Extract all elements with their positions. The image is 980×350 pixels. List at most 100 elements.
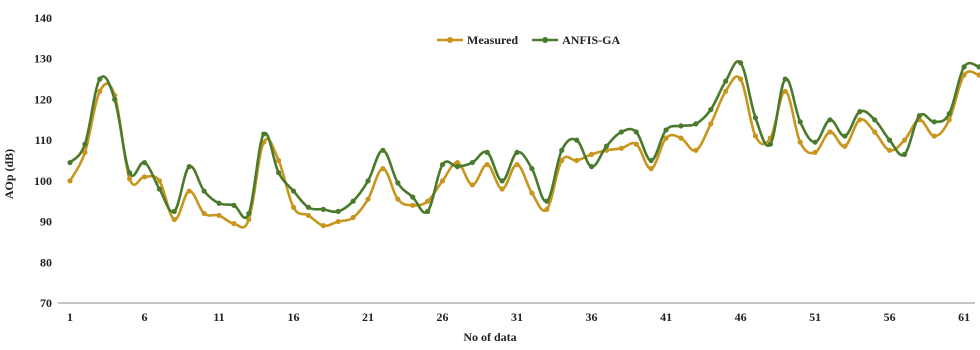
data-point <box>737 76 744 82</box>
data-point <box>872 129 878 135</box>
data-point <box>588 164 595 170</box>
data-point <box>380 166 386 172</box>
data-point <box>186 188 192 194</box>
data-point <box>82 141 88 147</box>
data-point <box>648 166 654 172</box>
x-tick-label: 16 <box>288 310 300 324</box>
data-point <box>752 133 759 139</box>
data-point <box>141 174 148 180</box>
data-point <box>976 64 980 70</box>
legend-item: ANFIS-GA <box>532 33 620 47</box>
data-point <box>305 204 312 210</box>
data-point <box>633 129 639 135</box>
data-point <box>633 141 639 147</box>
data-point <box>782 76 788 82</box>
data-point <box>603 143 610 149</box>
x-tick-label: 51 <box>809 310 821 324</box>
data-point <box>782 88 788 94</box>
data-point <box>797 119 803 125</box>
data-point <box>410 202 416 208</box>
data-point <box>544 206 550 212</box>
data-point <box>663 127 669 133</box>
data-point <box>425 208 431 214</box>
data-point <box>663 135 669 141</box>
data-point <box>216 212 222 219</box>
data-point <box>499 178 505 184</box>
y-tick-label: 140 <box>34 11 52 25</box>
data-point <box>901 151 908 157</box>
x-tick-label: 41 <box>660 310 672 324</box>
data-point <box>410 194 416 200</box>
data-point <box>201 188 207 194</box>
data-point <box>335 208 341 214</box>
data-point <box>454 164 461 170</box>
data-point <box>499 186 505 192</box>
data-point <box>305 212 312 219</box>
data-point <box>127 176 133 182</box>
x-tick-label: 31 <box>511 310 523 324</box>
data-point <box>290 188 297 194</box>
data-point <box>97 76 103 82</box>
data-point <box>767 141 773 147</box>
legend: Measured ANFIS-GA <box>437 33 620 47</box>
data-point <box>529 190 535 196</box>
data-point <box>171 208 177 214</box>
y-tick-label: 110 <box>35 133 52 147</box>
data-point <box>544 198 550 204</box>
data-point <box>842 143 848 149</box>
data-point <box>693 121 699 127</box>
data-point <box>842 133 848 139</box>
data-point <box>469 182 475 188</box>
data-point <box>261 131 267 137</box>
data-point <box>97 88 103 94</box>
data-point <box>529 166 535 172</box>
y-axis-title: AOp (dB) <box>2 149 16 199</box>
data-point <box>335 218 341 225</box>
data-point <box>872 117 878 123</box>
data-point <box>886 137 893 143</box>
data-point <box>425 198 431 204</box>
data-point <box>320 206 326 212</box>
legend-item: Measured <box>437 33 518 47</box>
x-tick-label: 21 <box>362 310 374 324</box>
data-point <box>678 135 684 141</box>
series-layer <box>67 60 980 229</box>
series-anfis-ga <box>67 60 980 220</box>
y-axis: 70 80 90 100 110 120 130 140 <box>34 11 52 310</box>
series-line <box>68 70 980 229</box>
x-tick-label: 36 <box>586 310 598 324</box>
data-point <box>693 147 699 153</box>
x-axis-title: No of data <box>463 330 516 344</box>
data-point <box>365 178 371 184</box>
data-point <box>723 88 729 94</box>
data-point <box>737 60 744 66</box>
data-point <box>127 170 133 176</box>
data-point <box>484 161 490 168</box>
data-point <box>350 198 356 204</box>
data-point <box>708 121 714 127</box>
data-point <box>216 200 222 206</box>
y-tick-label: 90 <box>40 215 52 229</box>
data-point <box>901 137 908 143</box>
data-point <box>141 159 148 166</box>
data-point <box>618 129 624 135</box>
data-point <box>231 221 237 227</box>
x-tick-label: 26 <box>437 310 449 324</box>
data-point <box>588 151 595 157</box>
data-point <box>231 202 237 208</box>
data-point <box>439 161 446 168</box>
data-point <box>618 145 624 151</box>
data-point <box>976 72 980 78</box>
data-point <box>946 117 952 123</box>
data-point <box>67 178 73 184</box>
data-point <box>67 159 73 166</box>
data-point <box>857 117 863 123</box>
data-point <box>439 178 446 184</box>
x-tick-label: 61 <box>958 310 970 324</box>
legend-swatch-marker <box>447 37 453 43</box>
data-point <box>961 64 967 70</box>
data-point <box>961 72 967 78</box>
data-point <box>708 107 714 113</box>
x-axis: 1 6 11 16 21 26 31 36 41 46 51 56 61 <box>58 302 975 324</box>
data-point <box>156 178 163 184</box>
